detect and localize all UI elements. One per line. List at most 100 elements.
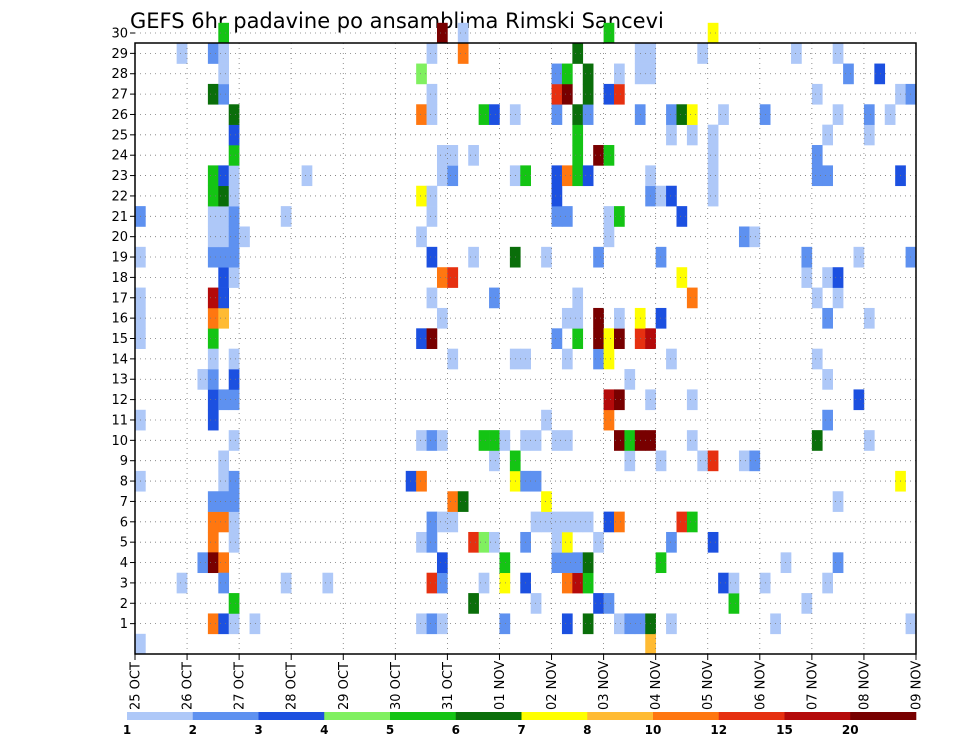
precip-cell bbox=[645, 633, 656, 655]
y-tick-label: 16 bbox=[111, 312, 128, 327]
precip-cell bbox=[489, 430, 500, 451]
y-tick-label: 17 bbox=[111, 291, 128, 306]
precip-cell bbox=[436, 613, 448, 635]
precip-cell bbox=[593, 307, 604, 329]
precip-cell bbox=[614, 430, 625, 451]
y-tick-label: 28 bbox=[111, 67, 128, 82]
precip-cell bbox=[697, 450, 709, 472]
precip-cell bbox=[603, 22, 615, 44]
precip-cell bbox=[582, 572, 594, 594]
colorbar-label: 10 bbox=[645, 723, 662, 737]
y-tick-label: 7 bbox=[120, 495, 128, 510]
precip-cell bbox=[551, 206, 563, 227]
precip-cell bbox=[832, 552, 844, 574]
precip-cell bbox=[218, 267, 230, 288]
precip-cell bbox=[499, 552, 511, 574]
y-tick-label: 3 bbox=[120, 576, 128, 591]
precip-cell bbox=[447, 511, 459, 533]
precip-cell bbox=[676, 104, 688, 125]
colorbar-swatch bbox=[455, 712, 522, 720]
x-tick-label: 29 OCT bbox=[337, 662, 352, 710]
precip-cell bbox=[197, 552, 209, 574]
precip-cell bbox=[228, 246, 240, 268]
precip-cell bbox=[218, 389, 230, 411]
precip-cell bbox=[416, 185, 427, 207]
precip-cell bbox=[728, 593, 740, 614]
precip-cell bbox=[530, 430, 542, 451]
precip-cell bbox=[436, 511, 448, 533]
precip-cell bbox=[614, 328, 625, 349]
precip-cell bbox=[655, 246, 667, 268]
precip-cell bbox=[436, 307, 448, 329]
precip-cell bbox=[676, 511, 688, 533]
colorbar-swatch bbox=[653, 712, 720, 720]
precip-cell bbox=[249, 613, 261, 635]
precip-cell bbox=[582, 552, 594, 574]
x-tick-label: 06 NOV bbox=[753, 661, 768, 710]
precip-cell bbox=[832, 104, 844, 125]
precip-cell bbox=[228, 348, 240, 370]
precip-cell bbox=[530, 511, 542, 533]
x-tick-label: 31 OCT bbox=[441, 662, 456, 710]
precip-cell bbox=[499, 613, 511, 635]
precip-cell bbox=[561, 348, 573, 370]
precip-cell bbox=[863, 124, 875, 146]
precip-cell bbox=[416, 531, 427, 553]
precip-cell bbox=[280, 572, 292, 594]
precip-cell bbox=[551, 165, 563, 187]
precip-cell bbox=[207, 511, 219, 533]
precip-cell bbox=[447, 267, 459, 288]
precip-cell bbox=[416, 63, 427, 85]
precip-cell bbox=[811, 145, 823, 166]
precip-cell bbox=[207, 328, 219, 349]
precip-cell bbox=[811, 83, 823, 105]
precip-cell bbox=[218, 63, 230, 85]
precip-cell bbox=[530, 470, 542, 492]
precip-cell bbox=[457, 43, 469, 64]
colorbar-swatch bbox=[718, 712, 785, 720]
x-tick-label: 01 NOV bbox=[493, 661, 508, 710]
precip-cell bbox=[853, 389, 865, 411]
precip-cell bbox=[624, 450, 636, 472]
precip-cell bbox=[738, 450, 750, 472]
precip-cell bbox=[426, 430, 438, 451]
precip-cell bbox=[416, 470, 427, 492]
precip-cell bbox=[468, 246, 479, 268]
precip-cell bbox=[572, 43, 584, 64]
precip-cell bbox=[686, 287, 698, 309]
precip-cell bbox=[801, 593, 813, 614]
precip-cell bbox=[499, 430, 511, 451]
precip-cell bbox=[176, 572, 188, 594]
precip-cell bbox=[874, 63, 886, 85]
precip-cell bbox=[676, 206, 688, 227]
precip-cell bbox=[614, 63, 625, 85]
precip-cell bbox=[863, 430, 875, 451]
precip-cell bbox=[614, 389, 625, 411]
y-tick-label: 9 bbox=[120, 454, 128, 469]
y-tick-label: 26 bbox=[111, 108, 128, 123]
y-tick-label: 29 bbox=[111, 47, 128, 62]
precip-cell bbox=[593, 328, 604, 349]
colorbar-swatch bbox=[784, 712, 851, 720]
precip-cell bbox=[207, 348, 219, 370]
y-tick-label: 14 bbox=[111, 352, 128, 367]
precip-cell bbox=[593, 593, 604, 614]
precip-cell bbox=[405, 470, 417, 492]
precip-cell bbox=[614, 83, 625, 105]
precip-cell bbox=[822, 165, 833, 187]
precip-cell bbox=[551, 104, 563, 125]
precip-cell bbox=[572, 328, 584, 349]
colorbar-label: 7 bbox=[517, 723, 525, 737]
y-tick-label: 20 bbox=[111, 230, 128, 245]
precip-cell bbox=[666, 104, 677, 125]
precip-cell bbox=[218, 43, 230, 64]
precip-cell bbox=[801, 246, 813, 268]
precip-cell bbox=[239, 226, 250, 248]
precip-cell bbox=[207, 409, 219, 431]
y-tick-label: 10 bbox=[111, 434, 128, 449]
precip-cell bbox=[655, 552, 667, 574]
precip-cell bbox=[655, 307, 667, 329]
precip-cell bbox=[707, 124, 719, 146]
precip-cell bbox=[603, 206, 615, 227]
x-tick-label: 07 NOV bbox=[805, 661, 820, 710]
